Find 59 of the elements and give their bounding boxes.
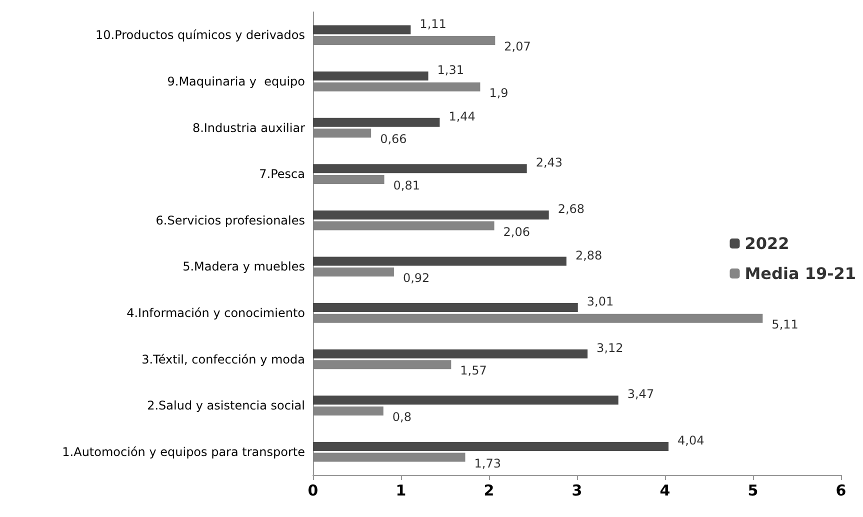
x-tick-label: 1 bbox=[396, 482, 406, 500]
data-label: 5,11 bbox=[772, 317, 798, 332]
data-label: 2,06 bbox=[503, 224, 530, 239]
data-label: 1,73 bbox=[474, 456, 501, 470]
y-tick-label: 10.Productos químicos y derivados bbox=[96, 28, 305, 42]
y-tick-label: 6.Servicios profesionales bbox=[156, 213, 305, 228]
data-label: 3,01 bbox=[586, 294, 614, 309]
bar bbox=[313, 314, 763, 323]
bar bbox=[313, 82, 480, 92]
data-label: 0,8 bbox=[392, 410, 412, 424]
data-label: 1,9 bbox=[489, 86, 508, 100]
x-tick-label: 5 bbox=[748, 482, 758, 500]
data-label: 3,47 bbox=[627, 387, 654, 402]
data-label: 0,81 bbox=[393, 178, 420, 192]
data-label: 1,11 bbox=[420, 16, 446, 31]
y-tick-label: 3.Téxtil, confección y moda bbox=[142, 352, 305, 366]
data-label: 1,31 bbox=[437, 63, 464, 78]
data-label: 1,44 bbox=[448, 109, 476, 124]
legend-label: Media 19-21 bbox=[744, 264, 856, 283]
data-label: 3,12 bbox=[596, 340, 624, 355]
bar bbox=[313, 128, 372, 138]
data-label: 4,04 bbox=[678, 433, 704, 448]
bar bbox=[313, 406, 384, 416]
y-tick-label: 2.Salud y asistencia social bbox=[147, 398, 305, 413]
bar bbox=[313, 221, 494, 230]
bar bbox=[313, 360, 452, 370]
x-tick-label: 2 bbox=[484, 482, 494, 500]
y-tick-label: 8.Industria auxiliar bbox=[192, 120, 306, 135]
bar bbox=[313, 174, 384, 184]
data-label: 0,92 bbox=[402, 271, 430, 286]
bar bbox=[313, 210, 549, 220]
bar bbox=[313, 268, 394, 277]
bar bbox=[313, 164, 527, 174]
x-tick-label: 0 bbox=[308, 482, 318, 500]
y-tick-label: 1.Automoción y equipos para transporte bbox=[62, 444, 305, 459]
data-label: 1,57 bbox=[460, 364, 487, 378]
y-tick-label: 5.Madera y muebles bbox=[182, 260, 305, 274]
bar bbox=[313, 72, 428, 81]
data-label: 2,07 bbox=[504, 40, 531, 54]
x-tick-label: 4 bbox=[660, 482, 670, 500]
bar bbox=[313, 442, 669, 451]
y-tick-label: 9.Maquinaria y equipo bbox=[167, 74, 305, 88]
data-label: 2,43 bbox=[536, 156, 563, 170]
bar bbox=[313, 452, 466, 462]
y-tick-label: 7.Pesca bbox=[259, 167, 305, 182]
x-tick-label: 3 bbox=[572, 482, 582, 500]
legend-label: 2022 bbox=[744, 234, 790, 253]
bar bbox=[313, 396, 618, 405]
bar bbox=[313, 118, 440, 127]
bar bbox=[313, 25, 411, 34]
data-label: 2,88 bbox=[575, 248, 602, 262]
y-tick-label: 4.Información y conocimiento bbox=[126, 306, 305, 320]
x-tick-label: 6 bbox=[836, 482, 846, 500]
bar bbox=[313, 349, 588, 358]
data-label: 2,68 bbox=[558, 202, 585, 216]
data-label: 0,66 bbox=[380, 132, 407, 146]
bar bbox=[313, 256, 566, 266]
bar bbox=[313, 36, 496, 46]
bar bbox=[313, 303, 578, 312]
